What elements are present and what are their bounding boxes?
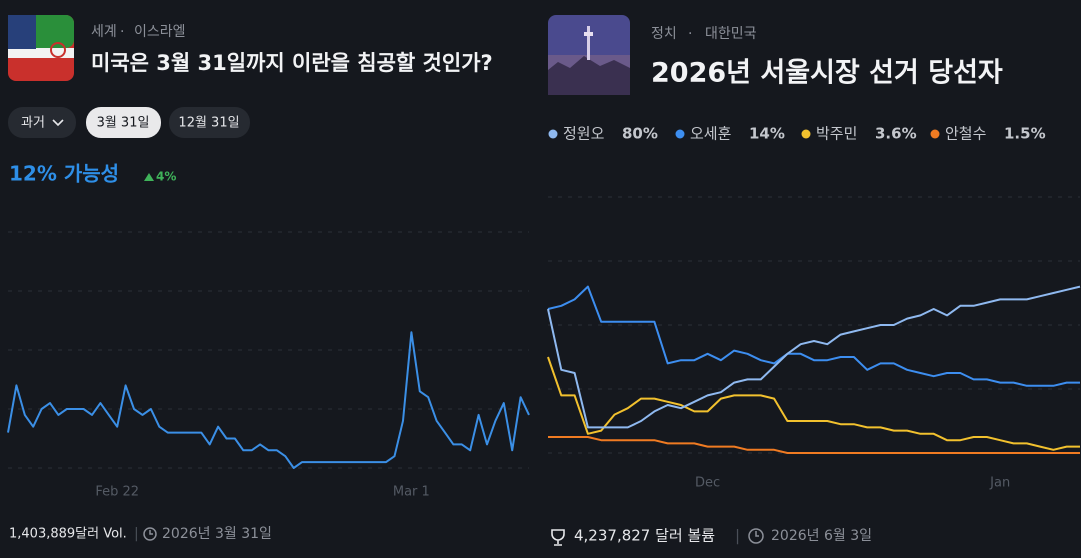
legend-label: 박주민 xyxy=(816,125,857,143)
legend-marker xyxy=(675,129,685,139)
chance: 12% 가능성 xyxy=(9,162,119,186)
legend-marker xyxy=(930,129,940,139)
clock-icon xyxy=(143,527,157,541)
series-line xyxy=(547,285,1081,429)
trophy-icon xyxy=(551,529,565,546)
separator: · xyxy=(120,24,124,40)
city-thumbnail xyxy=(548,15,630,95)
volume: 4,237,827 달러 볼륨 xyxy=(574,527,715,545)
series-line xyxy=(547,285,1080,387)
legend-value: 1.5% xyxy=(1004,125,1046,143)
category: 정치 xyxy=(651,26,677,42)
divider: | xyxy=(735,527,740,545)
x-tick-label: Mar 1 xyxy=(393,485,430,500)
subcategory: 이스라엘 xyxy=(134,24,186,40)
series-line xyxy=(7,331,530,469)
x-tick-label: Feb 22 xyxy=(95,485,139,500)
up-arrow xyxy=(144,173,154,181)
legend-marker xyxy=(801,129,811,139)
subcategory: 대한민국 xyxy=(705,26,757,42)
change: 4% xyxy=(156,170,176,184)
category: 세계 xyxy=(91,24,117,40)
legend-value: 14% xyxy=(749,125,785,143)
legend-value: 3.6% xyxy=(875,125,917,143)
separator: · xyxy=(688,26,692,42)
tab-label[interactable]: 3월 31일 xyxy=(97,116,150,131)
volume: 1,403,889달러 Vol. xyxy=(9,527,127,542)
legend-label: 오세훈 xyxy=(690,125,731,143)
tab-selected[interactable] xyxy=(86,107,161,138)
clock-icon xyxy=(748,528,764,544)
flag-thumbnail xyxy=(8,15,74,81)
tab-label[interactable]: 12월 31일 xyxy=(178,116,239,131)
x-tick-label: Dec xyxy=(695,476,720,491)
legend-marker xyxy=(548,129,558,139)
divider: | xyxy=(134,526,139,542)
legend-label: 안철수 xyxy=(945,125,986,143)
end-date: 2026년 6월 3일 xyxy=(771,528,872,544)
series-line xyxy=(548,436,1080,454)
legend-value: 80% xyxy=(622,125,658,143)
series-line xyxy=(547,356,1080,451)
tab-dropdown[interactable] xyxy=(8,107,76,138)
market-title[interactable]: 2026년 서울시장 선거 당선자 xyxy=(651,58,1003,89)
chevron xyxy=(52,119,64,127)
legend-label: 정원오 xyxy=(563,125,605,143)
x-tick-label: Jan xyxy=(989,476,1010,491)
tab-label[interactable]: 과거 xyxy=(21,116,45,131)
tab[interactable] xyxy=(169,107,250,138)
market-title[interactable]: 미국은 3월 31일까지 이란을 침공할 것인가? xyxy=(91,51,493,75)
end-date: 2026년 3월 31일 xyxy=(162,526,272,542)
